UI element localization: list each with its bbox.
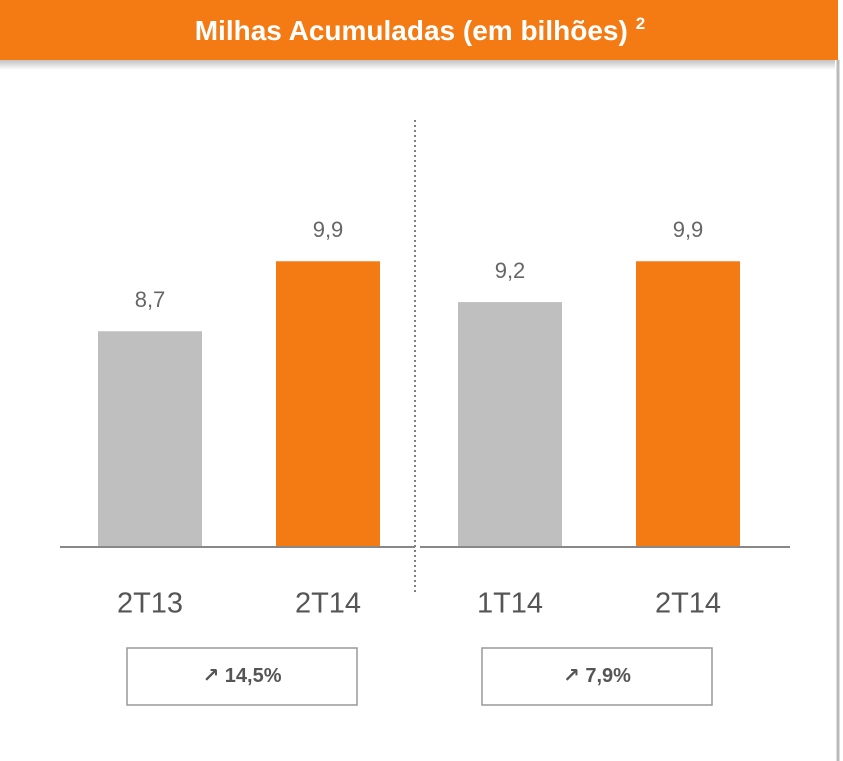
change-box	[481, 647, 713, 706]
up-arrow-icon: ↗	[202, 665, 224, 687]
header-title: Milhas Acumuladas (em bilhões) 2	[195, 14, 646, 46]
bar	[98, 331, 202, 547]
title-text: Milhas Acumuladas (em bilhões)	[195, 15, 628, 46]
bar	[636, 261, 740, 547]
value-label: 8,7	[135, 287, 166, 312]
value-label: 9,9	[313, 217, 344, 242]
header-shadow	[0, 60, 835, 70]
change-value: 14,5%	[225, 665, 282, 687]
up-arrow-icon: ↗	[563, 665, 585, 687]
value-label: 9,9	[673, 217, 704, 242]
header-bar	[0, 0, 838, 60]
change-text: ↗ 7,9%	[563, 665, 631, 687]
x-tick-label: 1T14	[477, 588, 543, 620]
value-label: 9,2	[495, 258, 526, 283]
bar	[458, 302, 562, 547]
x-tick-label: 2T14	[295, 588, 361, 620]
change-text: ↗ 14,5%	[202, 665, 281, 687]
x-tick-label: 2T14	[655, 588, 721, 620]
x-tick-label: 2T13	[117, 588, 183, 620]
footnote-mark: 2	[636, 14, 645, 33]
change-value: 7,9%	[585, 665, 631, 687]
change-box	[126, 647, 358, 706]
bar	[276, 261, 380, 547]
